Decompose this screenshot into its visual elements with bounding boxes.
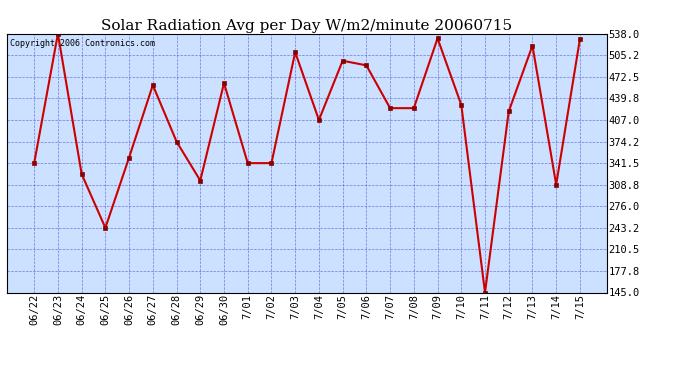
Text: Copyright 2006 Contronics.com: Copyright 2006 Contronics.com	[10, 39, 155, 48]
Title: Solar Radiation Avg per Day W/m2/minute 20060715: Solar Radiation Avg per Day W/m2/minute …	[101, 19, 513, 33]
